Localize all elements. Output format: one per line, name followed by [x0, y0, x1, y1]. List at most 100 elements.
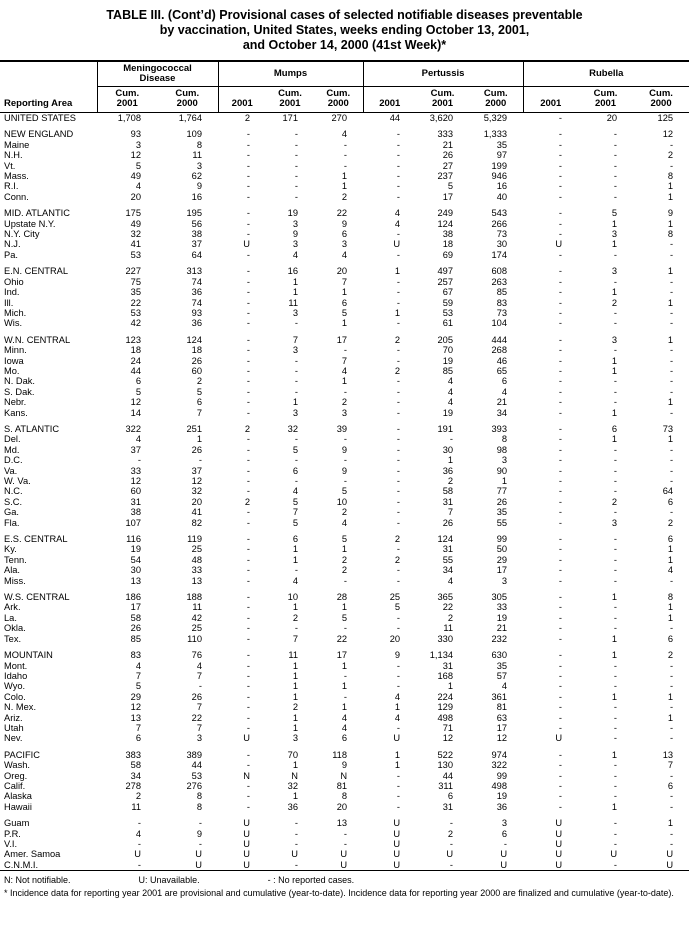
value-cell: U	[340, 859, 348, 870]
reporting-area-cell: Idaho	[4, 670, 28, 681]
value-cell: 1	[341, 287, 348, 298]
value-cell: 22	[336, 208, 348, 219]
column-header-top: Cum.	[593, 88, 618, 99]
value-cell: -	[246, 660, 250, 671]
value-cell: 4	[292, 249, 298, 260]
value-cell: 35	[496, 660, 508, 671]
value-cell: -	[669, 722, 674, 733]
value-cell: -	[396, 297, 401, 308]
value-cell: 4	[447, 575, 454, 586]
value-cell: U	[393, 839, 401, 849]
value-cell: -	[613, 181, 618, 192]
value-cell: 1	[667, 691, 674, 702]
value-cell: 7	[135, 670, 141, 681]
value-cell: 9	[341, 465, 348, 476]
value-cell: 1	[292, 712, 298, 723]
value-cell: 8	[196, 801, 202, 812]
value-cell: 26	[496, 496, 508, 507]
value-cell: -	[343, 434, 348, 445]
value-cell: 5	[292, 517, 298, 528]
value-cell: -	[669, 365, 674, 376]
value-cell: -	[246, 365, 250, 376]
value-cell: 4	[135, 660, 141, 671]
value-cell: -	[246, 297, 250, 308]
reporting-area-cell: N. Mex.	[4, 702, 37, 713]
value-cell: 8	[196, 791, 202, 802]
value-cell: -	[396, 397, 401, 408]
value-cell: U	[243, 839, 250, 849]
value-cell: -	[558, 345, 563, 356]
table-row: Oreg. 34 53 N N N - 44 99 - - -	[0, 771, 689, 781]
value-cell: -	[558, 612, 563, 623]
value-cell: 33	[191, 565, 202, 576]
value-cell: 62	[191, 171, 202, 182]
column-header-bottom: 2001	[540, 98, 562, 109]
value-cell: 1	[341, 660, 348, 671]
value-cell: 630	[491, 650, 508, 661]
reporting-area-cell: Wyo.	[4, 681, 26, 692]
value-cell: -	[246, 476, 250, 486]
value-cell: 46	[496, 355, 508, 366]
value-cell: -	[613, 828, 618, 839]
legend-line: N: Not notifiable. U: Unavailable. - : No …	[4, 875, 685, 887]
table-row: Conn. 20 16 - - 2 - 17 40 - - 1	[0, 192, 689, 202]
value-cell: 81	[336, 780, 348, 791]
value-cell: -	[246, 444, 250, 455]
value-cell: 305	[491, 592, 508, 603]
value-cell: 26	[191, 444, 202, 455]
reporting-area-cell: Tex.	[4, 633, 22, 644]
value-cell: 34	[130, 770, 141, 781]
value-cell: 83	[496, 297, 508, 308]
value-cell: 946	[491, 171, 508, 182]
value-cell: 20	[336, 266, 348, 277]
value-cell: 35	[496, 507, 508, 518]
table-row: N. Dak. 6 2 - - 1 - 4 6 - - -	[0, 376, 689, 386]
value-cell: -	[294, 355, 298, 366]
value-cell: 4	[394, 712, 401, 723]
value-cell: -	[669, 828, 674, 839]
table-row: R.I. 4 9 - - 1 - 5 16 - - 1	[0, 181, 689, 191]
value-cell: 9	[394, 650, 401, 661]
value-cell: 10	[336, 496, 348, 507]
table-row: Va. 33 37 - 6 9 - 36 90 - - -	[0, 466, 689, 476]
value-cell: 171	[282, 113, 298, 123]
table-row: Calif. 278 276 - 32 81 - 311 498 - - 6	[0, 781, 689, 791]
value-cell: 389	[186, 749, 202, 760]
value-cell: 35	[496, 139, 508, 150]
value-cell: 99	[496, 534, 508, 545]
value-cell: -	[294, 171, 298, 182]
value-cell: 6	[447, 791, 454, 802]
value-cell: 60	[130, 486, 141, 497]
value-cell: 34	[442, 565, 454, 576]
legend-unavailable: U: Unavailable.	[138, 875, 200, 886]
value-cell: -	[343, 150, 348, 161]
table-row: Okla. 26 25 - - - - 11 21 - - -	[0, 623, 689, 633]
reporting-area-cell: W.S. CENTRAL	[4, 592, 70, 603]
value-cell: -	[396, 507, 401, 518]
value-cell: 63	[496, 712, 508, 723]
table-row: Kans. 14 7 - 3 3 - 19 34 - 1 -	[0, 408, 689, 418]
value-cell: -	[669, 345, 674, 356]
column-header-bottom: 2001	[594, 98, 617, 109]
value-cell: 2	[667, 517, 674, 528]
table-row: W.N. CENTRAL 123 124 - 7 17 2 205 444 - 3 1	[0, 329, 689, 345]
value-cell: 224	[437, 691, 454, 702]
value-cell: 7	[196, 722, 202, 733]
value-cell: U	[243, 859, 250, 870]
value-cell: 26	[130, 623, 141, 634]
value-cell: -	[246, 376, 250, 387]
column-header-bottom: 2001	[116, 98, 138, 109]
value-cell: 26	[191, 691, 202, 702]
value-cell: -	[246, 150, 250, 161]
value-cell: 1	[667, 334, 674, 345]
table-row: PACIFIC 383 389 - 70 118 1 522 974 - 1 13	[0, 744, 689, 760]
value-cell: 13	[130, 712, 141, 723]
document-page: TABLE III. (Cont’d) Provisional cases of…	[0, 8, 689, 898]
value-cell: 333	[437, 129, 454, 140]
value-cell: -	[246, 334, 250, 345]
value-cell: -	[246, 318, 250, 329]
value-cell: -	[558, 297, 563, 308]
value-cell: 1	[611, 239, 618, 250]
value-cell: -	[294, 623, 298, 634]
value-cell: 70	[442, 345, 454, 356]
